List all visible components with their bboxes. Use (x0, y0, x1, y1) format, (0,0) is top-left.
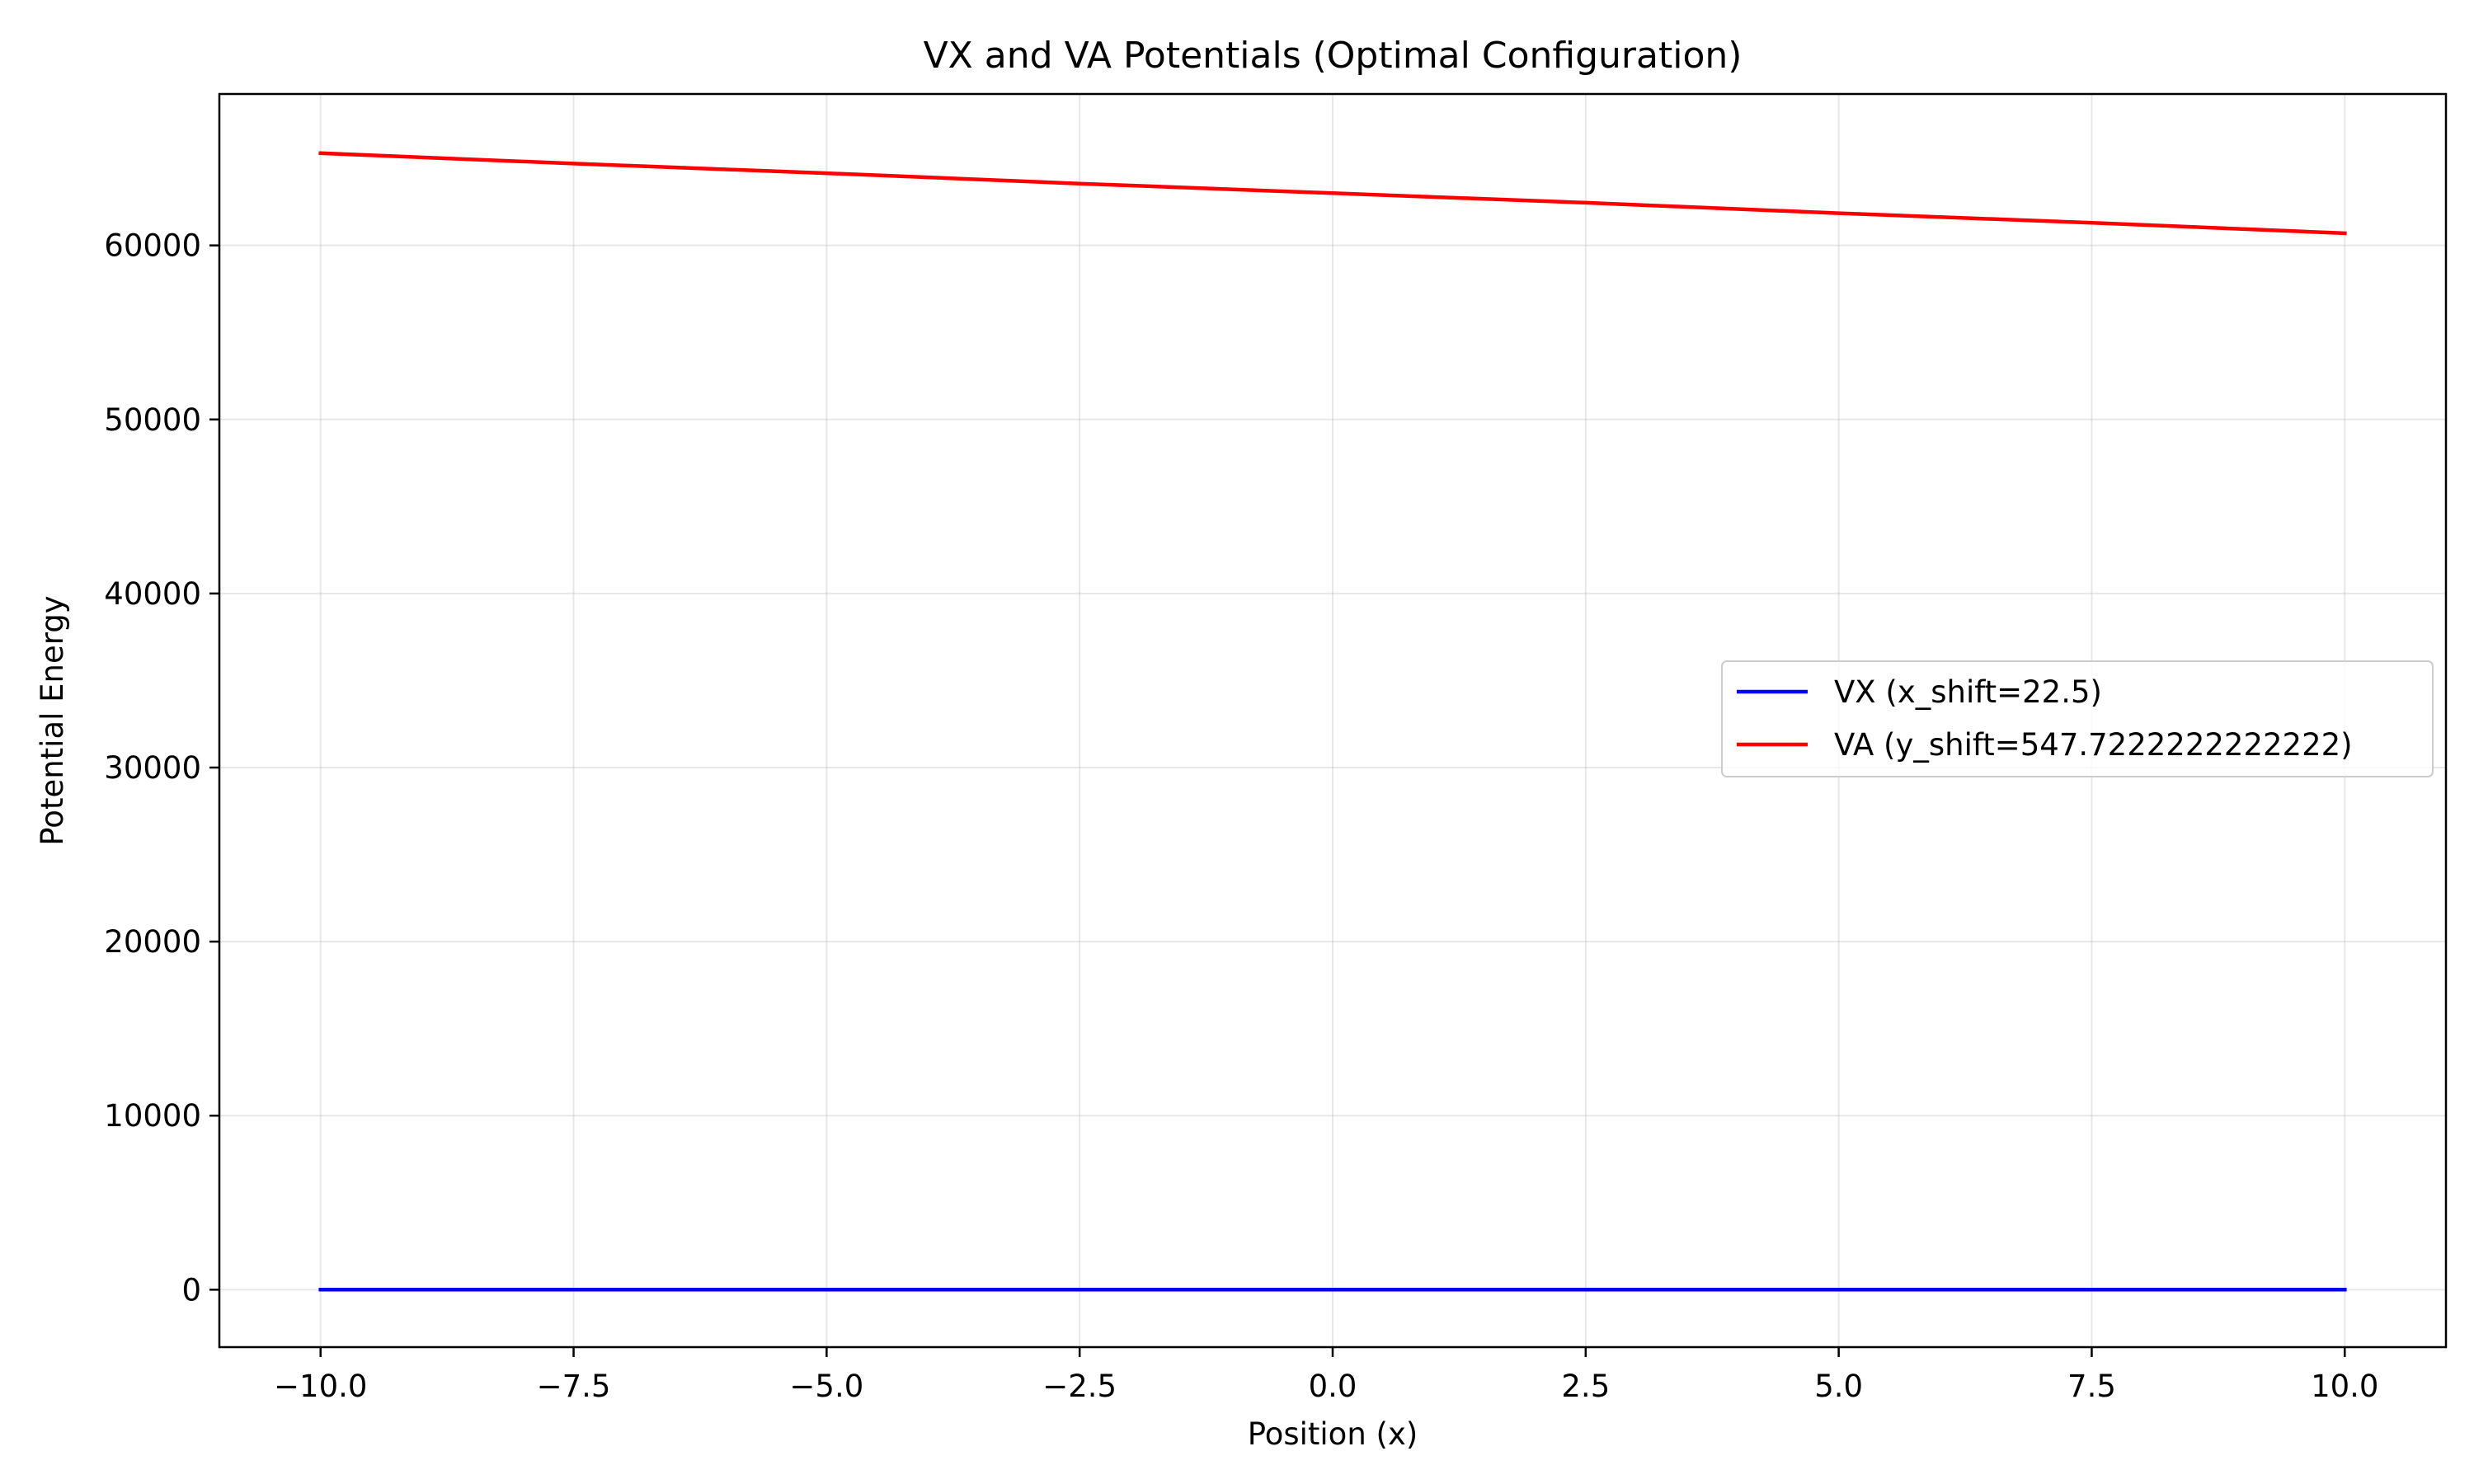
x-tick-label: 7.5 (2067, 1369, 2116, 1404)
legend-label: VX (x_shift=22.5) (1834, 674, 2102, 710)
y-tick-label: 60000 (104, 228, 201, 264)
legend-label: VA (y_shift=547.7222222222222) (1834, 727, 2353, 763)
series-line-va (318, 151, 2347, 236)
x-tick-label: 2.5 (1561, 1369, 1610, 1404)
x-tick-label: −7.5 (537, 1369, 611, 1404)
x-tick-label: 5.0 (1814, 1369, 1863, 1404)
y-axis-label: Potential Energy (35, 595, 70, 845)
chart-title: VX and VA Potentials (Optimal Configurat… (924, 35, 1743, 77)
x-tick-label: −5.0 (789, 1369, 863, 1404)
series-group (318, 151, 2347, 1292)
x-tick-label: 10.0 (2311, 1369, 2378, 1404)
y-tick-label: 10000 (104, 1098, 201, 1134)
y-tick-label: 0 (181, 1272, 201, 1308)
y-tick-label: 20000 (104, 924, 201, 960)
ticks: −10.0 −7.5 −5.0 −2.5 0.0 2.5 5.0 7.5 10.0 0 10000 2… (104, 228, 2378, 1404)
x-axis-label: Position (x) (1248, 1416, 1418, 1452)
legend: VX (x_shift=22.5) VA (y_shift=547.7222222… (1721, 660, 2434, 777)
y-tick-label: 50000 (104, 402, 201, 438)
y-tick-label: 30000 (104, 750, 201, 786)
y-tick-label: 40000 (104, 576, 201, 612)
x-tick-label: −2.5 (1042, 1369, 1117, 1404)
x-tick-label: −10.0 (274, 1369, 367, 1404)
legend-box (1721, 660, 2434, 777)
x-tick-label: 0.0 (1309, 1369, 1357, 1404)
